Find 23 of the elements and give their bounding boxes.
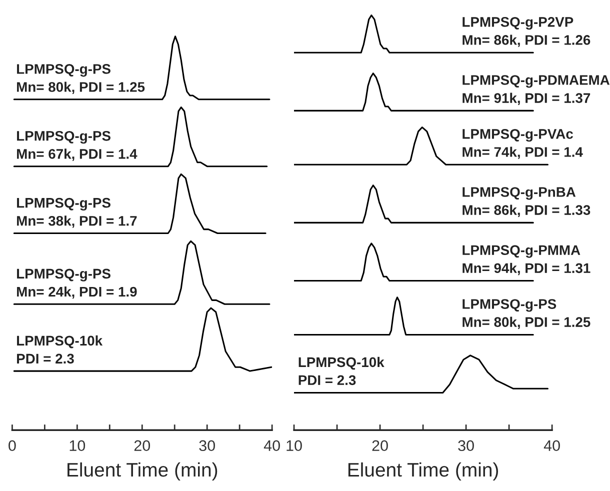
series-label: LPMPSQ-g-PnBA Mn= 86k, PDI = 1.33	[462, 187, 590, 217]
series-label: LPMPSQ-10k PDI = 2.3	[298, 356, 384, 386]
x-tick-label: 40	[264, 440, 280, 452]
series-label: LPMPSQ-g-PS Mn= 67k, PDI = 1.4	[17, 130, 138, 161]
series-label: LPMPSQ-g-PS Mn= 24k, PDI = 1.9	[17, 268, 137, 299]
x-tick-label: 20	[134, 440, 150, 452]
x-tick-label: 30	[458, 440, 474, 452]
x-tick-label: 10	[70, 440, 86, 452]
series-label: LPMPSQ-g-PS Mn= 80k, PDI = 1.25	[17, 64, 145, 94]
x-tick-label: 0	[8, 440, 16, 452]
x-axis-title: Eluent Time (min)	[68, 462, 218, 481]
series-label: LPMPSQ-g-PDMAEMA Mn= 91k, PDI = 1.37	[462, 75, 610, 105]
x-tick-label: 20	[372, 440, 388, 452]
series-label: LPMPSQ-g-P2VP Mn= 86k, PDI = 1.26	[462, 17, 590, 47]
series-label: LPMPSQ-10k PDI = 2.3	[17, 335, 103, 364]
series-label: LPMPSQ-g-PS Mn= 38k, PDI = 1.7	[17, 198, 137, 228]
x-tick-label: 40	[544, 440, 560, 452]
series-label: LPMPSQ-g-PS Mn= 80k, PDI = 1.25	[462, 299, 590, 329]
series-label: LPMPSQ-g-PMMA Mn= 94k, PDI = 1.31	[462, 245, 590, 276]
x-tick-label: 10	[286, 440, 302, 452]
x-axis-title: Eluent Time (min)	[348, 462, 498, 481]
x-tick-label: 30	[199, 440, 215, 452]
series-label: LPMPSQ-g-PVAc Mn= 74k, PDI = 1.4	[462, 129, 583, 159]
